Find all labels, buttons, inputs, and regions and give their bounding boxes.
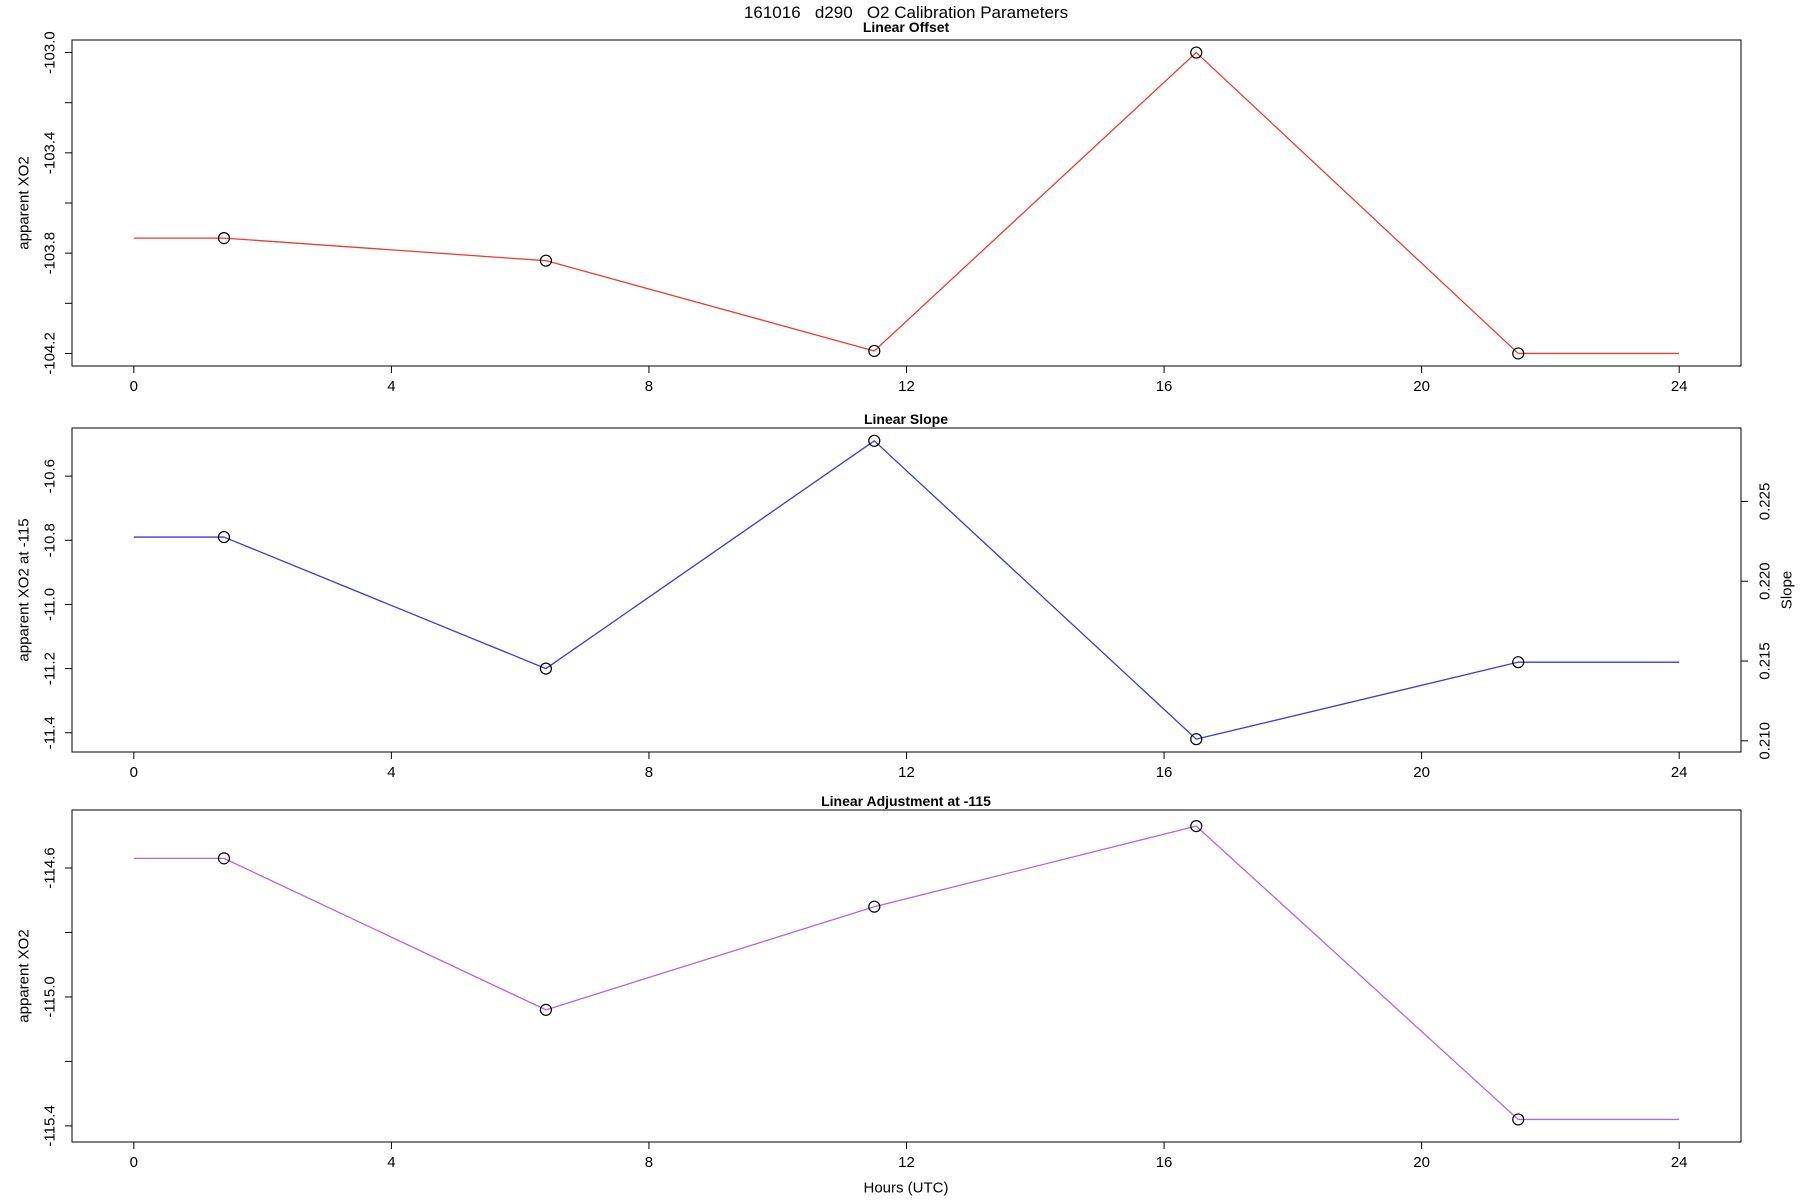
x-tick-label: 0 [130, 1154, 138, 1171]
x-tick-label: 4 [387, 764, 395, 781]
data-point-marker [1512, 656, 1525, 669]
x-tick-label: 8 [645, 764, 653, 781]
panel-linear-slope-title: Linear Slope [863, 411, 949, 427]
x-tick-label: 4 [387, 1154, 395, 1171]
right-y-tick-label: 0.210 [1757, 722, 1774, 760]
y-tick-label: -10.6 [42, 459, 59, 493]
data-point-marker [868, 434, 881, 447]
x-tick-label: 16 [1156, 764, 1173, 781]
y-tick-label: -104.2 [42, 332, 59, 375]
x-tick-label: 12 [898, 1154, 915, 1171]
data-point-marker [217, 530, 231, 544]
x-tick-label: 0 [130, 378, 138, 395]
data-point-marker [217, 232, 231, 245]
right-y-tick-label: 0.225 [1757, 483, 1774, 521]
data-line [133, 825, 1680, 1121]
data-point-marker [539, 1003, 553, 1016]
data-point-marker [1190, 733, 1203, 746]
x-tick-label: 20 [1413, 1154, 1430, 1171]
chart-panel-3: 0 4 8 12 16 20 24 -114.6 -115.0 -115.4 [42, 809, 1742, 1171]
chart-panel-2: 0 4 8 12 16 20 24 -10.6 -10.8 -11.0 -11.2 -11.4 0.22… [42, 427, 1774, 781]
y-tick-label: -103.0 [42, 31, 59, 74]
x-tick-label: 12 [898, 764, 915, 781]
x-tick-label: 24 [1671, 378, 1688, 395]
y-tick-label: -11.0 [42, 588, 59, 621]
data-point-marker [868, 344, 881, 358]
data-point-marker [1512, 1113, 1525, 1126]
y-tick-label: -103.8 [42, 232, 59, 275]
data-point-marker [1190, 820, 1203, 833]
y-tick-label: -103.4 [42, 132, 59, 175]
x-tick-label: 20 [1413, 764, 1430, 781]
x-tick-label: 4 [387, 378, 395, 395]
panel-linear-adjustment-title: Linear Adjustment at -115 [821, 793, 991, 809]
panel-linear-offset-title: Linear Offset [862, 19, 950, 35]
y-tick-label: -114.6 [42, 847, 59, 888]
data-point-marker [1512, 347, 1525, 360]
data-point-marker [1190, 46, 1203, 59]
y-tick-label: -11.4 [42, 716, 59, 749]
plot-box [71, 809, 1742, 1143]
x-tick-label: 16 [1156, 378, 1173, 395]
y-tick-label: -10.8 [42, 523, 59, 557]
data-line [133, 440, 1680, 740]
x-tick-label: 20 [1413, 378, 1430, 395]
x-tick-label: 16 [1156, 1154, 1173, 1171]
plot-box [71, 39, 1742, 367]
data-point-marker [539, 662, 553, 675]
x-tick-label: 8 [645, 1154, 653, 1171]
x-tick-label: 24 [1671, 1154, 1688, 1171]
chart-panel-1: 0 4 8 12 16 20 24 -103.0 -103.4 -103.8 -104.2 [42, 31, 1742, 395]
x-tick-label: 8 [645, 378, 653, 395]
data-point-marker [217, 852, 231, 865]
x-axis-label: Hours (UTC) [863, 1179, 949, 1197]
right-y-tick-label: 0.215 [1757, 642, 1774, 680]
figure-title: 161016 d290 O2 Calibration Parameters [743, 3, 1069, 22]
plot-box [71, 427, 1742, 753]
y-tick-label: -115.4 [42, 1105, 59, 1146]
data-line [133, 51, 1680, 355]
right-y-tick-label: 0.220 [1757, 562, 1774, 600]
data-point-marker [539, 254, 553, 267]
y-tick-label: -115.0 [42, 976, 59, 1017]
y-tick-label: -11.2 [42, 652, 59, 685]
data-point-marker [868, 900, 881, 913]
x-tick-label: 12 [898, 378, 915, 395]
x-tick-label: 24 [1671, 764, 1688, 781]
x-tick-label: 0 [130, 764, 138, 781]
